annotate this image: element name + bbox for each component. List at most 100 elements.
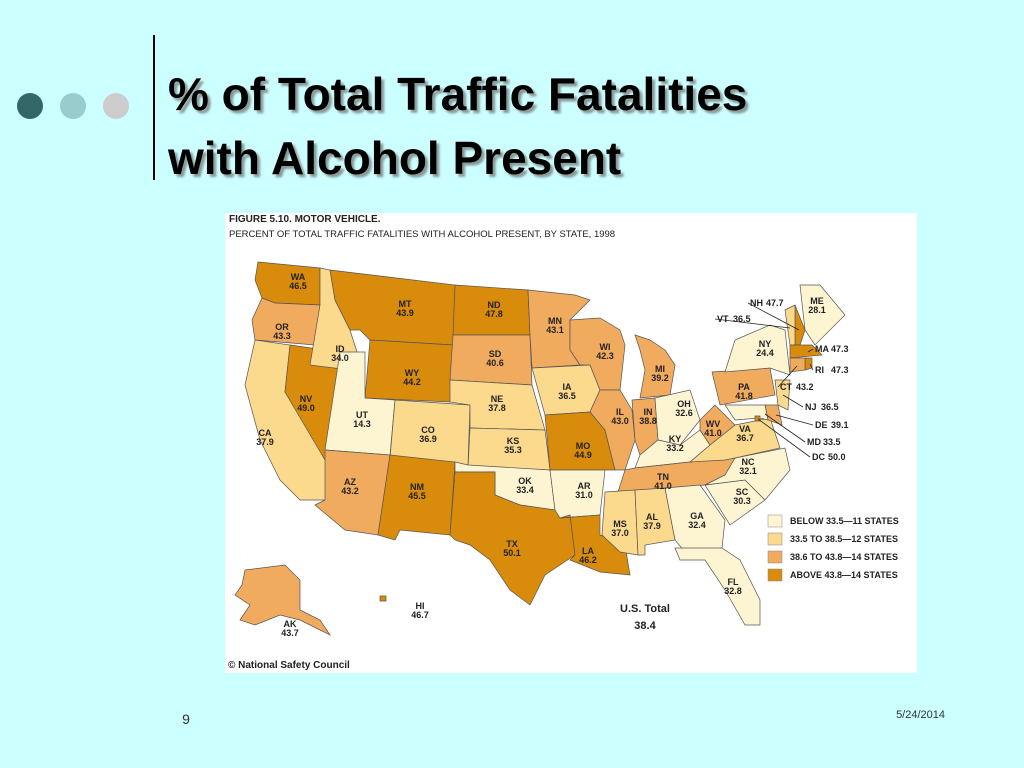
- state-abbr: ID: [336, 344, 346, 354]
- legend-swatch: [767, 532, 783, 546]
- state-abbr: RI: [815, 365, 824, 375]
- state-region: [799, 284, 846, 346]
- state-abbr: MD: [807, 437, 821, 447]
- state-value: 39.1: [831, 420, 849, 430]
- legend-label: 33.5 TO 38.5—12 STATES: [790, 534, 898, 544]
- state-value: 46.2: [579, 555, 597, 565]
- state-region: [654, 389, 701, 446]
- total-label: U.S. Total: [620, 603, 670, 615]
- state-value: 37.9: [643, 521, 661, 531]
- state-abbr: AZ: [344, 477, 356, 487]
- map: [234, 261, 846, 636]
- state-abbr: KS: [507, 436, 520, 446]
- state-value: 50.0: [828, 452, 846, 462]
- state-value: 46.5: [289, 281, 307, 291]
- bullet-dot: [103, 93, 129, 119]
- callout-line: [807, 348, 814, 353]
- state-value: 28.1: [808, 305, 826, 315]
- state-abbr: NC: [742, 457, 755, 467]
- state-value: 31.0: [575, 490, 593, 500]
- state-value: 43.0: [611, 416, 629, 426]
- state-value: 37.8: [488, 403, 506, 413]
- state-abbr: MI: [655, 364, 665, 374]
- state-abbr: GA: [690, 511, 704, 521]
- state-value: 44.9: [574, 450, 592, 460]
- state-abbr: CT: [780, 382, 792, 392]
- state-value: 36.9: [419, 434, 437, 444]
- state-abbr: VA: [739, 424, 751, 434]
- state-region: [601, 489, 639, 556]
- state-value: 44.2: [403, 377, 421, 387]
- callout-line: [714, 318, 791, 329]
- state-value: 47.8: [485, 309, 503, 319]
- legend-swatch: [767, 568, 783, 582]
- state-value: 41.0: [704, 428, 722, 438]
- callout-line: [764, 413, 806, 443]
- map-labels: WA46.5OR43.3CA37.9NV49.0ID34.0MT43.9WY44…: [256, 272, 898, 638]
- state-abbr: ND: [488, 300, 501, 310]
- state-region: [789, 344, 823, 359]
- state-abbr: OH: [677, 399, 691, 409]
- state-value: 43.7: [281, 628, 299, 638]
- state-region: [699, 404, 736, 446]
- state-value: 35.3: [504, 445, 522, 455]
- total-value: 38.4: [634, 620, 656, 632]
- state-region: [254, 261, 321, 306]
- state-abbr: MA: [815, 344, 829, 354]
- state-value: 42.3: [596, 351, 614, 361]
- callout-line: [747, 302, 800, 331]
- state-value: 40.6: [486, 358, 504, 368]
- state-region: [674, 547, 761, 626]
- state-region: [449, 471, 576, 606]
- state-value: 32.8: [724, 586, 742, 596]
- title-line: with Alcohol Present: [168, 132, 622, 184]
- state-region: [234, 564, 332, 636]
- slide-number: 9: [182, 711, 190, 727]
- state-abbr: AL: [646, 512, 658, 522]
- state-abbr: TN: [657, 472, 669, 482]
- state-abbr: NE: [491, 394, 504, 404]
- state-value: 37.0: [611, 528, 629, 538]
- state-value: 33.2: [666, 443, 684, 453]
- state-value: 41.0: [654, 481, 672, 491]
- state-region: [704, 447, 791, 501]
- state-abbr: NM: [410, 482, 424, 492]
- state-abbr: KY: [669, 434, 682, 444]
- state-region: [774, 379, 791, 411]
- state-value: 43.3: [273, 331, 291, 341]
- callout-line: [777, 365, 798, 388]
- state-value: 43.2: [796, 382, 814, 392]
- state-abbr: MS: [613, 519, 627, 529]
- state-abbr: CA: [259, 428, 272, 438]
- callout-line: [809, 363, 814, 371]
- state-region: [789, 357, 806, 373]
- credit: © National Safety Council: [228, 660, 350, 671]
- state-region: [724, 324, 791, 376]
- state-abbr: MT: [399, 299, 412, 309]
- state-abbr: OK: [518, 476, 532, 486]
- state-value: 43.1: [546, 325, 564, 335]
- state-abbr: WY: [405, 368, 420, 378]
- state-value: 46.7: [411, 610, 429, 620]
- state-value: 39.2: [651, 373, 669, 383]
- state-abbr: IN: [644, 407, 653, 417]
- state-value: 30.3: [733, 496, 751, 506]
- state-value: 33.4: [516, 485, 534, 495]
- state-abbr: VT: [717, 314, 729, 324]
- bullet-dot: [60, 93, 86, 119]
- state-value: 50.1: [503, 548, 521, 558]
- state-abbr: WA: [291, 272, 306, 282]
- state-value: 32.6: [675, 408, 693, 418]
- state-value: 24.4: [756, 348, 774, 358]
- state-region: [804, 357, 813, 371]
- state-value: 41.8: [735, 391, 753, 401]
- slide-date: 5/24/2014: [896, 709, 945, 721]
- state-abbr: SD: [489, 349, 502, 359]
- state-value: 37.9: [256, 437, 274, 447]
- legend-label: 38.6 TO 43.8—14 STATES: [790, 552, 898, 562]
- state-value: 34.0: [331, 353, 349, 363]
- figure-subcaption: PERCENT OF TOTAL TRAFFIC FATALITIES WITH…: [229, 229, 615, 240]
- state-value: 33.5: [823, 437, 841, 447]
